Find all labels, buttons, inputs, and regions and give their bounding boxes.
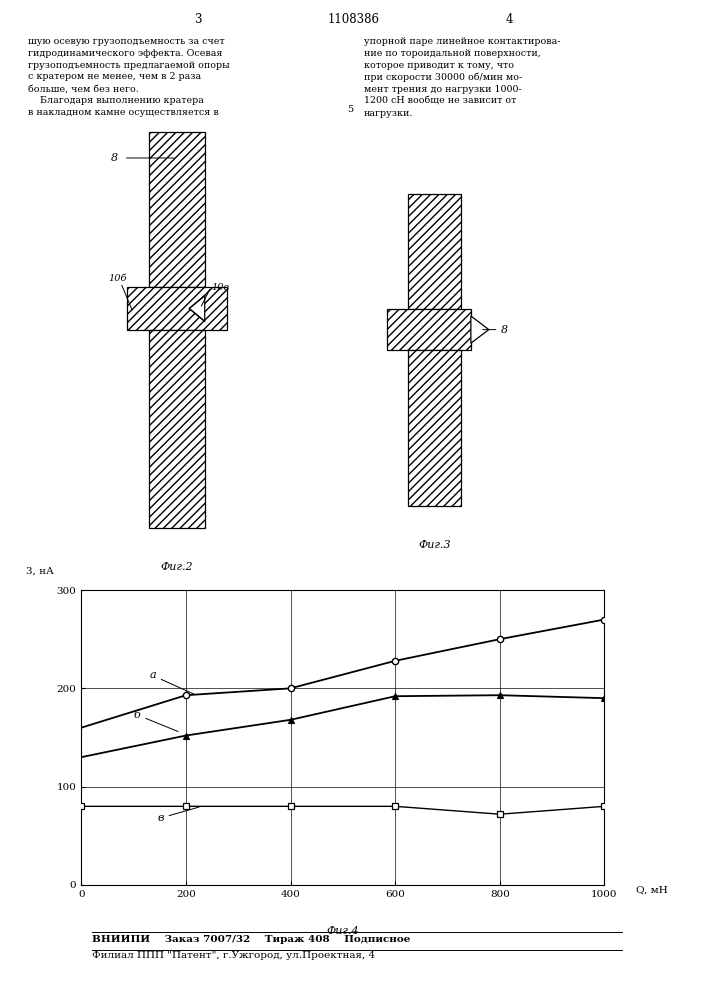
Text: шую осевую грузоподъемность за счет
гидродинамического эффекта. Осевая
грузоподъ: шую осевую грузоподъемность за счет гидр… xyxy=(28,37,230,117)
Text: 8: 8 xyxy=(111,153,118,163)
Text: Q, мН: Q, мН xyxy=(636,885,667,894)
Text: 1108386: 1108386 xyxy=(327,13,380,26)
Text: в: в xyxy=(157,807,199,823)
Bar xyxy=(409,350,461,506)
Text: 5: 5 xyxy=(347,105,353,114)
Text: б: б xyxy=(134,710,178,732)
Text: Филиал ППП "Патент", г.Ужгород, ул.Проектная, 4: Филиал ППП "Патент", г.Ужгород, ул.Проек… xyxy=(92,951,375,960)
Bar xyxy=(409,194,461,309)
Bar xyxy=(148,330,205,528)
Text: 4: 4 xyxy=(506,13,513,26)
Text: ВНИИПИ    Заказ 7007/32    Тираж 408    Подписное: ВНИИПИ Заказ 7007/32 Тираж 408 Подписное xyxy=(92,935,410,944)
Bar xyxy=(148,132,205,287)
Text: Фиг.2: Фиг.2 xyxy=(160,562,193,572)
Bar xyxy=(127,287,226,330)
Text: 3, нА: 3, нА xyxy=(26,566,54,575)
Text: 8: 8 xyxy=(501,325,508,335)
Text: 10в: 10в xyxy=(211,282,229,292)
Text: 3: 3 xyxy=(194,13,201,26)
Polygon shape xyxy=(471,316,489,343)
Text: упорной паре линейное контактирова-
ние по тороидальной поверхности,
которое при: упорной паре линейное контактирова- ние … xyxy=(364,37,561,117)
Text: 10б: 10б xyxy=(108,274,127,283)
Text: Фиг.4: Фиг.4 xyxy=(327,926,359,936)
Text: Фиг.3: Фиг.3 xyxy=(419,540,451,550)
Polygon shape xyxy=(189,296,205,321)
Bar xyxy=(387,309,471,350)
Text: а: а xyxy=(149,670,194,694)
